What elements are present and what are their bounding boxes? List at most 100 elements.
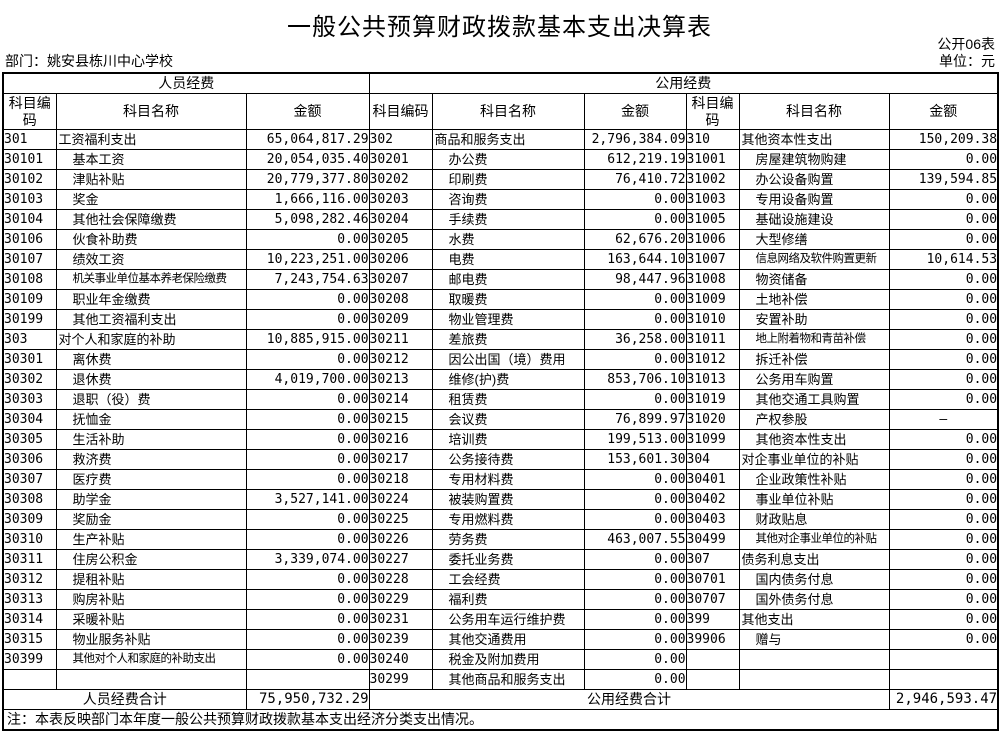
- name-cell: 专用设备购置: [738, 189, 890, 210]
- name-cell: 专用燃料费: [431, 509, 585, 530]
- name-cell: 购房补贴: [55, 589, 247, 610]
- name-cell: [738, 669, 890, 690]
- code-cell: 30302: [2, 369, 57, 390]
- name-cell: 物业管理费: [431, 309, 585, 330]
- name-cell: 物资储备: [738, 269, 890, 290]
- code-cell: 303: [2, 329, 57, 350]
- name-cell: 基础设施建设: [738, 209, 890, 230]
- amount-cell: 150,209.38: [888, 129, 999, 150]
- code-cell: 30102: [2, 169, 57, 190]
- amount-cell: 0.00: [888, 229, 999, 250]
- table-row: 30103 奖金 1,666,116.00 30203 咨询费 0.00 31003 专用设备…: [2, 189, 999, 210]
- name-cell: 其他资本性支出: [738, 129, 890, 150]
- name-cell: 工会经费: [431, 569, 585, 590]
- name-cell: 奖励金: [55, 509, 247, 530]
- code-cell: 30401: [685, 469, 740, 490]
- name-cell: 商品和服务支出: [431, 129, 585, 150]
- code-cell: 30403: [685, 509, 740, 530]
- code-cell: [685, 669, 740, 690]
- name-cell: 救济费: [55, 449, 247, 470]
- code-cell: 30201: [368, 149, 433, 170]
- amount-cell: 0.00: [888, 629, 999, 650]
- code-cell: 31008: [685, 269, 740, 290]
- amount-cell: 0.00: [583, 469, 687, 490]
- amount-cell: 0.00: [583, 189, 687, 210]
- name-cell: 土地补偿: [738, 289, 890, 310]
- amount-cell: 0.00: [583, 589, 687, 610]
- code-cell: 30310: [2, 529, 57, 550]
- name-cell: 离休费: [55, 349, 247, 370]
- name-cell: 赠与: [738, 629, 890, 650]
- code-cell: 30313: [2, 589, 57, 610]
- table-row: 30307 医疗费 0.00 30218 专用材料费 0.00 30401 企业政策性补贴 0.…: [2, 469, 999, 490]
- amount-cell: 0.00: [245, 289, 370, 310]
- amount-cell: 0.00: [888, 349, 999, 370]
- amount-cell: 0.00: [245, 529, 370, 550]
- code-cell: 30308: [2, 489, 57, 510]
- col-header-name-2: 科目名称: [431, 93, 585, 130]
- amount-cell: 0.00: [245, 389, 370, 410]
- amount-cell: 36,258.00: [583, 329, 687, 350]
- name-cell: 伙食补助费: [55, 229, 247, 250]
- code-cell: 30225: [368, 509, 433, 530]
- totals-row: 人员经费合计 75,950,732.29 公用经费合计 2,946,593.47: [2, 689, 999, 710]
- name-cell: 税金及附加费用: [431, 649, 585, 670]
- table-row: 30301 离休费 0.00 30212 因公出国（境）费用 0.00 31012 拆迁补偿 0…: [2, 349, 999, 370]
- amount-cell: 0.00: [583, 209, 687, 230]
- amount-cell: 0.00: [888, 269, 999, 290]
- name-cell: 津贴补贴: [55, 169, 247, 190]
- code-cell: 30207: [368, 269, 433, 290]
- table-body: 301 工资福利支出 65,064,817.29 302 商品和服务支出 2,796,38…: [2, 129, 999, 690]
- code-cell: 30227: [368, 549, 433, 570]
- code-cell: 30305: [2, 429, 57, 450]
- name-cell: 产权参股: [738, 409, 890, 430]
- note-row: 注：本表反映部门本年度一般公共预算财政拨款基本支出经济分类支出情况。: [2, 709, 999, 731]
- amount-cell: 0.00: [245, 449, 370, 470]
- code-cell: 31007: [685, 249, 740, 270]
- group-header-public: 公用经费: [368, 72, 999, 94]
- code-cell: 30199: [2, 309, 57, 330]
- name-cell: 公务接待费: [431, 449, 585, 470]
- amount-cell: 0.00: [583, 509, 687, 530]
- name-cell: 提租补贴: [55, 569, 247, 590]
- name-cell: 对个人和家庭的补助: [55, 329, 247, 350]
- name-cell: 企业政策性补贴: [738, 469, 890, 490]
- name-cell: 对企事业单位的补贴: [738, 449, 890, 470]
- code-cell: 30228: [368, 569, 433, 590]
- code-cell: [685, 649, 740, 670]
- name-cell: 电费: [431, 249, 585, 270]
- code-cell: 30301: [2, 349, 57, 370]
- code-cell: 30707: [685, 589, 740, 610]
- code-cell: 30203: [368, 189, 433, 210]
- name-cell: 机关事业单位基本养老保险缴费: [55, 269, 247, 290]
- name-cell: 其他对个人和家庭的补助支出: [55, 649, 247, 670]
- amount-cell: 0.00: [245, 429, 370, 450]
- code-cell: 30303: [2, 389, 57, 410]
- code-cell: 30315: [2, 629, 57, 650]
- amount-cell: 163,644.10: [583, 249, 687, 270]
- name-cell: 地上附着物和青苗补偿: [738, 329, 890, 350]
- amount-cell: 612,219.19: [583, 149, 687, 170]
- amount-cell: 0.00: [888, 309, 999, 330]
- table-row: 30312 提租补贴 0.00 30228 工会经费 0.00 30701 国内债务付息 0.0…: [2, 569, 999, 590]
- name-cell: 办公设备购置: [738, 169, 890, 190]
- amount-cell: 0.00: [583, 309, 687, 330]
- name-cell: 其他交通费用: [431, 629, 585, 650]
- department-label: 部门：姚安县栋川中心学校: [5, 53, 173, 69]
- name-cell: 其他资本性支出: [738, 429, 890, 450]
- amount-cell: 463,007.55: [583, 529, 687, 550]
- amount-cell: 98,447.96: [583, 269, 687, 290]
- code-cell: 30209: [368, 309, 433, 330]
- code-cell: 30239: [368, 629, 433, 650]
- group-header-row: 人员经费 公用经费: [2, 72, 999, 94]
- table-row: 30315 物业服务补贴 0.00 30239 其他交通费用 0.00 39906 赠与 0.0…: [2, 629, 999, 650]
- code-cell: 30104: [2, 209, 57, 230]
- table-row: 30305 生活补助 0.00 30216 培训费 199,513.00 31099 其他资本…: [2, 429, 999, 450]
- code-cell: 31009: [685, 289, 740, 310]
- amount-cell: 76,899.97: [583, 409, 687, 430]
- col-header-code-3: 科目编码: [685, 93, 740, 130]
- table-row: 30107 绩效工资 10,223,251.00 30206 电费 163,644.10 3…: [2, 249, 999, 270]
- name-cell: 因公出国（境）费用: [431, 349, 585, 370]
- table-row: 30106 伙食补助费 0.00 30205 水费 62,676.20 31006 大型修缮 0…: [2, 229, 999, 250]
- amount-cell: 10,223,251.00: [245, 249, 370, 270]
